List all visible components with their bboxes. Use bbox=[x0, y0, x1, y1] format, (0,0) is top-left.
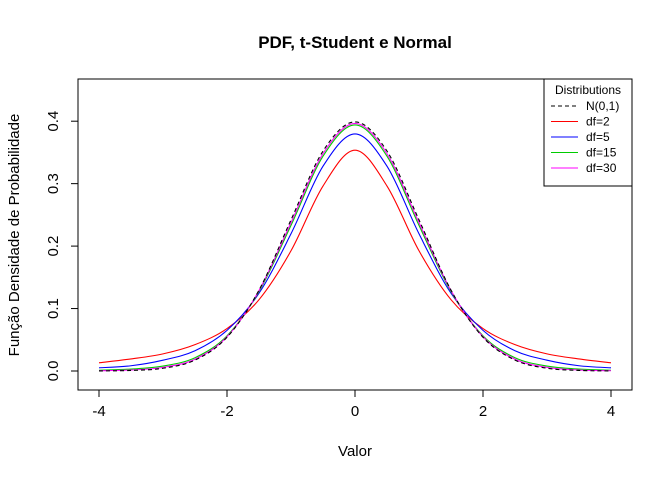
x-tick-label: 4 bbox=[607, 403, 615, 420]
legend-item-label: N(0,1) bbox=[586, 99, 619, 113]
series-line-df-30 bbox=[98, 122, 612, 372]
y-axis: 0.0 0.1 0.2 0.3 0.4 bbox=[45, 111, 78, 382]
y-tick-label: 0.1 bbox=[45, 298, 62, 319]
legend-title: Distributions bbox=[555, 83, 621, 97]
x-tick-label: -2 bbox=[220, 403, 233, 420]
y-tick-label: 0.4 bbox=[45, 111, 62, 132]
legend-item-label: df=2 bbox=[586, 115, 610, 129]
y-tick-label: 0.2 bbox=[45, 236, 62, 257]
x-axis-label: Valor bbox=[338, 443, 372, 460]
legend-item-label: df=30 bbox=[586, 161, 617, 175]
series-line-df-15 bbox=[98, 124, 612, 371]
series-layer bbox=[98, 121, 612, 372]
y-tick-label: 0.3 bbox=[45, 173, 62, 194]
series-line-n-0-1 bbox=[98, 121, 612, 372]
legend-item-label: df=5 bbox=[586, 130, 610, 144]
x-tick-label: -4 bbox=[92, 403, 105, 420]
series-line-df-5 bbox=[98, 133, 612, 369]
x-tick-label: 2 bbox=[479, 403, 487, 420]
chart-title: PDF, t-Student e Normal bbox=[258, 33, 452, 52]
y-tick-label: 0.0 bbox=[45, 361, 62, 382]
series-line-df-2 bbox=[98, 149, 612, 364]
y-axis-label: Função Densidade de Probabilidade bbox=[6, 114, 23, 357]
legend-item-label: df=15 bbox=[586, 146, 617, 160]
x-tick-label: 0 bbox=[351, 403, 359, 420]
x-axis: -4 -2 0 2 4 bbox=[92, 390, 615, 420]
